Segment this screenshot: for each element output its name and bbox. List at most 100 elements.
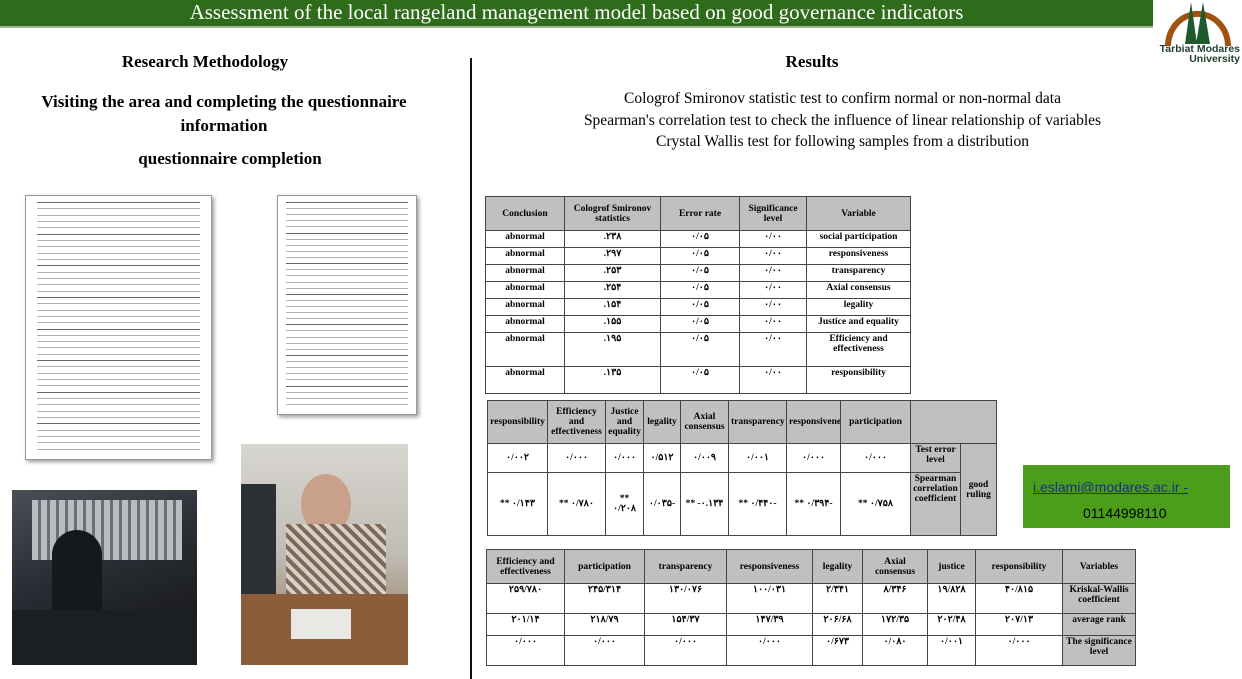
questionnaire-completion-label: questionnaire completion [138, 149, 322, 168]
field-photo-1 [12, 490, 197, 665]
table-cell: abnormal [485, 332, 565, 367]
table-cell: ۰/۰۵ [660, 230, 740, 248]
table-cell: ۰/۰۳۵- [643, 472, 681, 536]
cypress-arch-icon [1165, 2, 1231, 46]
table-cell: ۲۴۵/۳۱۴ [564, 583, 645, 614]
group-label: good ruling [960, 443, 997, 536]
table-row: abnormal .۲۳۸ ۰/۰۵ ۰/۰۰ social participation [485, 230, 911, 248]
table-cell: ۱۵۴/۳۷ [644, 613, 727, 636]
row-label: average rank [1062, 613, 1136, 636]
table-cell: ۰/۰۰۰ [605, 443, 644, 473]
table-cell: social participation [806, 230, 911, 248]
table-cell: ۱۷۲/۳۵ [862, 613, 928, 636]
table-cell: ۲۰۱/۱۴ [486, 613, 565, 636]
kolmogorov-smirnov-table: Conclusion Cologrof Smironov statistics Er… [485, 196, 911, 394]
table-row: abnormal .۲۵۴ ۰/۰۵ ۰/۰۰ Axial consensus [485, 281, 911, 299]
results-description: Cologrof Smironov statistic test to conf… [520, 88, 1165, 153]
table-cell: responsiveness [806, 247, 911, 265]
table-cell: ۰/۰۰۰ [786, 443, 841, 473]
questionnaire-image-2 [277, 195, 417, 415]
table-row: ۰/۰۰۲ ۰/۰۰۰ ۰/۰۰۰ ۰/۵۱۲ ۰/۰۰۹ ۰/۰۰۱ ۰/۰۰۰ ۰/۰۰۰… [487, 443, 997, 536]
table-cell: ۰/۰۰ [739, 298, 807, 316]
table-cell: ۸/۳۴۶ [862, 583, 928, 614]
table-cell: ۰/۰۰۱ [927, 635, 976, 666]
table-row: ۰/۰۰۰ ۰/۰۰۰ ۰/۰۰۰ ۰/۰۰۰ ۰/۶۷۳ ۰/۰۸۰ ۰/۰۰۱ ۰/۰۰۰… [486, 635, 1136, 666]
table-cell: Axial consensus [806, 281, 911, 299]
table-cell: legality [806, 298, 911, 316]
table-cell: ۰/۰۵ [660, 281, 740, 299]
table-cell: ۰/۰۰ [739, 247, 807, 265]
column-header: Efficiency and effectiveness [486, 549, 565, 584]
table-row: abnormal .۱۳۵ ۰/۰۵ ۰/۰۰ responsibility [485, 366, 911, 394]
column-header: Axial consensus [680, 400, 729, 444]
contact-box: i.eslami@modares.ac.ir - 01144998110 [1023, 465, 1230, 528]
table-cell: ۲/۳۴۱ [812, 583, 863, 614]
table-cell: ۰/۰۰۱ [728, 443, 787, 473]
results-heading: Results [785, 52, 839, 71]
column-header: responsiveness [726, 549, 813, 584]
column-header: legality [643, 400, 681, 444]
table-cell: ۱۴۷/۳۹ [726, 613, 813, 636]
table-cell: ۰/۰۰۰ [486, 635, 565, 666]
table-cell: ۰/۰۵ [660, 264, 740, 282]
table-cell: .۱۵۴ [564, 298, 661, 316]
table-cell: ** ۰/۲۰۸ [605, 472, 644, 536]
table-cell: abnormal [485, 315, 565, 333]
table-cell: .۱۵۵ [564, 315, 661, 333]
column-header: justice [927, 549, 976, 584]
email-link[interactable]: i.eslami@modares.ac.ir - [1033, 479, 1189, 495]
table-cell: .۲۵۴ [564, 281, 661, 299]
table-cell: .۲۵۳ [564, 264, 661, 282]
table-cell: ** ۰/۷۵۸ [840, 472, 911, 536]
table-row: ۲۵۹/۷۸۰ ۲۴۵/۳۱۴ ۱۳۰/۰۷۶ ۱۰۰/۰۳۱ ۲/۳۴۱ ۸/۳۴۶ ۱۹… [486, 583, 1136, 614]
table-cell: ۰/۰۰۰ [564, 635, 645, 666]
university-logo: Tarbiat Modares University [1153, 0, 1242, 68]
table-cell: .۲۹۷ [564, 247, 661, 265]
table-cell: ۲۰۶/۶۸ [812, 613, 863, 636]
table-cell: Efficiency and effectiveness [806, 332, 911, 367]
column-header: Efficiency and effectiveness [547, 400, 606, 444]
table-cell: responsibility [806, 366, 911, 394]
table-row: abnormal .۱۵۵ ۰/۰۵ ۰/۰۰ Justice and equality [485, 315, 911, 333]
table-cell: ۰/۰۰۲ [487, 443, 548, 473]
table-row: abnormal .۱۵۴ ۰/۰۵ ۰/۰۰ legality [485, 298, 911, 316]
table-cell: abnormal [485, 247, 565, 265]
table-cell: ۰/۶۷۳ [812, 635, 863, 666]
row-label: Test error level [910, 443, 961, 473]
table-cell: ** -۰.۱۳۴ [680, 472, 729, 536]
column-header: responsibility [487, 400, 548, 444]
table-cell: .۱۳۵ [564, 366, 661, 394]
table-cell: ۰/۰۰ [739, 281, 807, 299]
kruskal-wallis-table: Efficiency and effectiveness participatio… [486, 549, 1136, 666]
table-row: ** ۰/۱۴۳ ** ۰/۷۸۰ ** ۰/۲۰۸ ۰/۰۳۵- ** -۰.۱۳۴ *… [487, 472, 997, 536]
poster-title-bar: Assessment of the local rangeland manage… [0, 0, 1153, 28]
table-row: abnormal .۲۹۷ ۰/۰۵ ۰/۰۰ responsiveness [485, 247, 911, 265]
table-cell: .۲۳۸ [564, 230, 661, 248]
table-cell: ۲۰۲/۴۸ [927, 613, 976, 636]
questionnaire-image-1 [25, 195, 212, 460]
column-header: Axial consensus [862, 549, 928, 584]
row-label: The significance level [1062, 635, 1136, 666]
phone-number: 01144998110 [1083, 505, 1167, 521]
methodology-subtitle: Visiting the area and completing the que… [41, 92, 407, 135]
row-label: Spearman correlation coefficient [910, 472, 961, 536]
empty-header [910, 400, 997, 444]
column-header: Significance level [739, 196, 807, 231]
column-divider [470, 58, 472, 679]
table-cell: ۰/۵۱۲ [643, 443, 681, 473]
table-cell: ۰/۰۸۰ [862, 635, 928, 666]
table-cell: abnormal [485, 366, 565, 394]
column-header: Error rate [660, 196, 740, 231]
row-label: Kriskal-Wallis coefficient [1062, 583, 1136, 614]
spearman-correlation-table: responsibility Efficiency and effectivene… [487, 400, 997, 536]
results-line: Cologrof Smironov statistic test to conf… [624, 90, 1061, 107]
table-cell: ۰/۰۰۰ [975, 635, 1063, 666]
column-header: transparency [644, 549, 727, 584]
research-methodology-heading: Research Methodology [121, 52, 289, 71]
table-cell: ۰/۰۰ [739, 332, 807, 367]
table-cell: abnormal [485, 298, 565, 316]
table-cell: ۱۰۰/۰۳۱ [726, 583, 813, 614]
results-line: Crystal Wallis test for following sample… [655, 133, 1029, 150]
table-cell: Justice and equality [806, 315, 911, 333]
column-header: Cologrof Smironov statistics [564, 196, 661, 231]
